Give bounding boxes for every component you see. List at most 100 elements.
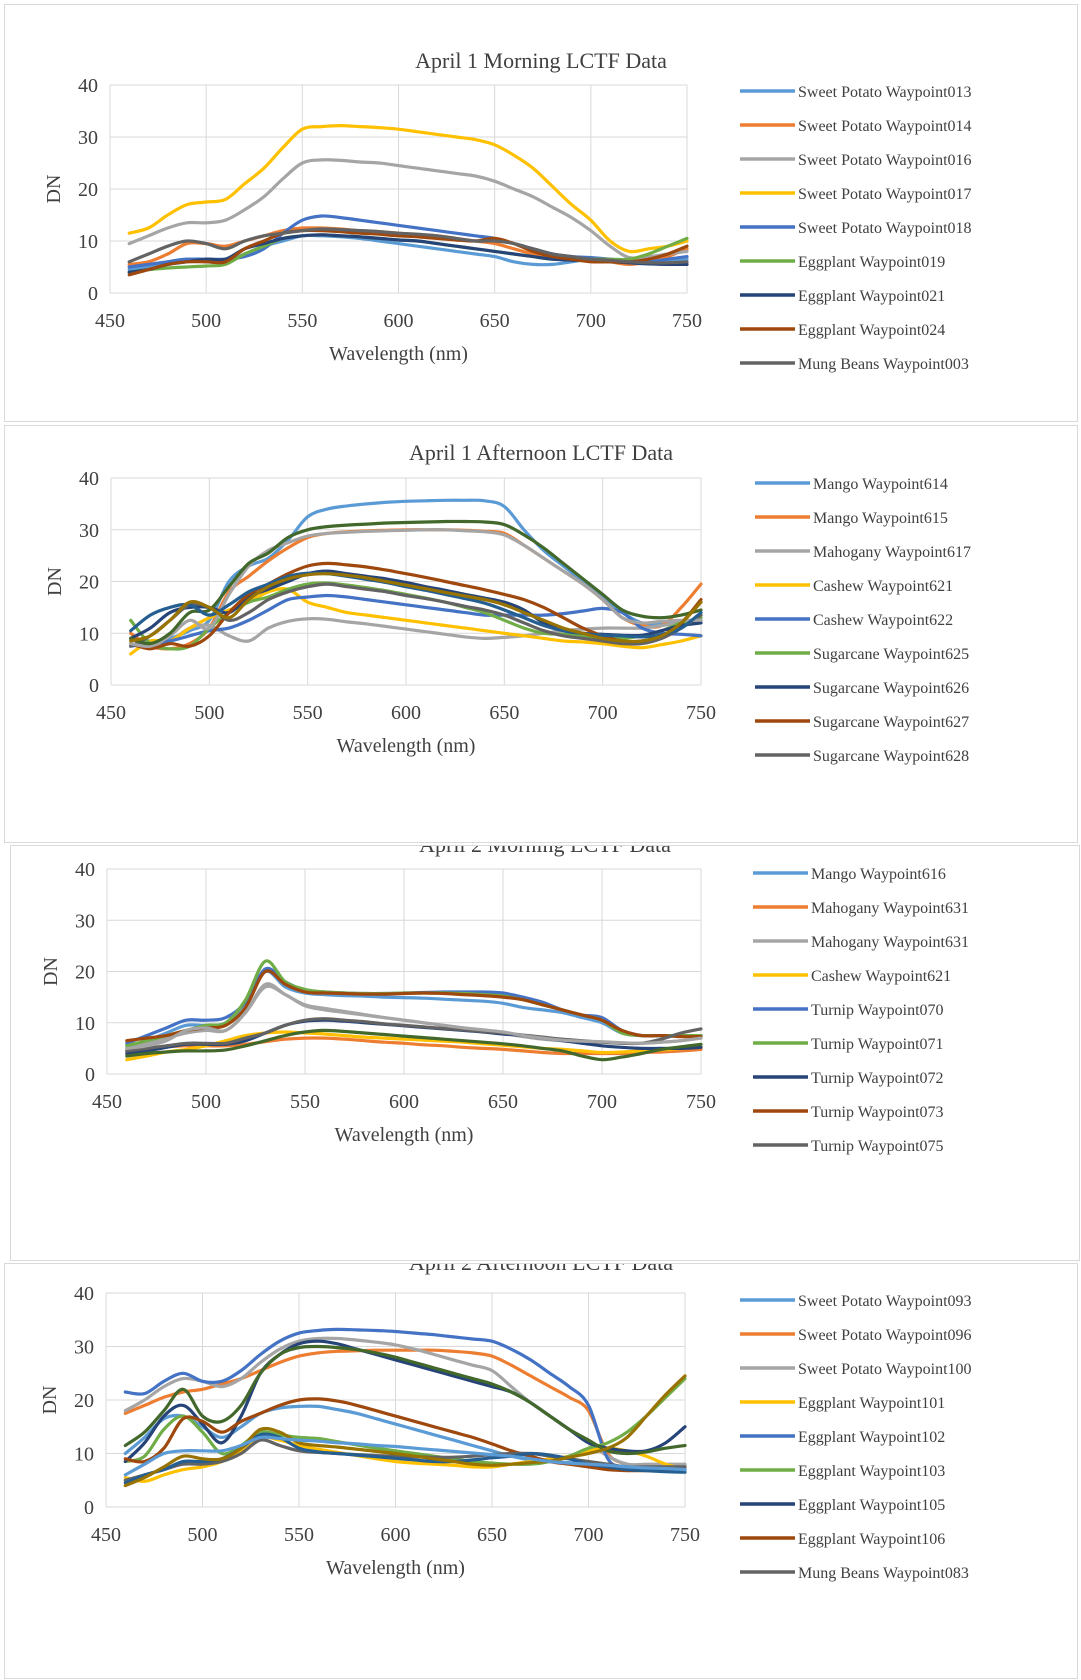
y-tick-label: 40 — [75, 859, 95, 881]
y-tick-label: 20 — [74, 1390, 94, 1412]
legend-label: Mango Waypoint615 — [813, 510, 948, 527]
series-line — [125, 959, 703, 1048]
legend-label: Sweet Potato Waypoint100 — [798, 1361, 972, 1378]
series-line — [125, 982, 703, 1050]
x-tick-label: 650 — [489, 702, 519, 724]
x-tick-label: 650 — [480, 310, 510, 332]
y-tick-label: 30 — [75, 910, 95, 932]
x-axis-label: Wavelength (nm) — [335, 1124, 474, 1146]
legend-label: Eggplant Waypoint106 — [798, 1531, 945, 1548]
x-tick-label: 550 — [293, 702, 323, 724]
x-tick-label: 600 — [381, 1524, 411, 1546]
x-tick-label: 500 — [191, 310, 221, 332]
x-axis-label: Wavelength (nm) — [326, 1557, 465, 1579]
legend-label: Mung Beans Waypoint003 — [798, 356, 969, 373]
legend-label: Cashew Waypoint622 — [813, 612, 953, 629]
legend-label: Sugarcane Waypoint627 — [813, 714, 969, 731]
series-line — [129, 593, 703, 648]
y-tick-label: 30 — [78, 127, 98, 149]
x-tick-label: 750 — [686, 702, 716, 724]
legend-label: Sweet Potato Waypoint016 — [798, 152, 972, 169]
legend-label: Turnip Waypoint070 — [811, 1002, 944, 1019]
legend-label: Mango Waypoint616 — [811, 866, 946, 883]
x-tick-label: 450 — [96, 702, 126, 724]
series-line — [123, 1374, 687, 1488]
y-tick-label: 0 — [85, 1064, 95, 1086]
y-axis-label: DN — [39, 1386, 61, 1415]
y-tick-label: 10 — [74, 1444, 94, 1466]
x-tick-label: 550 — [287, 310, 317, 332]
x-tick-label: 650 — [477, 1524, 507, 1546]
chart-title: April 1 Afternoon LCTF Data — [409, 440, 673, 465]
chart-title: April 2 Morning LCTF Data — [419, 846, 671, 857]
legend-label: Mango Waypoint614 — [813, 476, 948, 493]
line-chart: April 1 Afternoon LCTF Data 0 10 20 30 40 450 5… — [44, 440, 971, 765]
y-tick-label: 0 — [84, 1497, 94, 1519]
y-tick-label: 10 — [78, 231, 98, 253]
legend-label: Mahogany Waypoint631 — [811, 934, 969, 951]
x-tick-label: 600 — [391, 702, 421, 724]
y-tick-label: 40 — [74, 1283, 94, 1305]
legend-label: Mahogany Waypoint631 — [811, 900, 969, 917]
y-tick-label: 0 — [88, 283, 98, 305]
y-tick-label: 20 — [75, 962, 95, 984]
x-tick-label: 750 — [672, 310, 702, 332]
y-tick-label: 0 — [89, 675, 99, 697]
series-line — [123, 1348, 687, 1469]
x-tick-label: 750 — [670, 1524, 700, 1546]
series-line — [129, 617, 703, 646]
series-line — [123, 1327, 687, 1472]
chart-panel-april1-afternoon: April 1 Afternoon LCTF Data 0 10 20 30 40 450 5… — [4, 425, 1078, 843]
legend-label: Cashew Waypoint621 — [813, 578, 953, 595]
y-tick-label: 10 — [75, 1013, 95, 1035]
x-axis-label: Wavelength (nm) — [337, 735, 476, 757]
x-tick-label: 450 — [95, 310, 125, 332]
x-tick-label: 700 — [587, 1091, 617, 1113]
series-line — [125, 969, 703, 1043]
x-tick-label: 700 — [588, 702, 618, 724]
series-line — [129, 587, 703, 656]
x-tick-label: 600 — [389, 1091, 419, 1113]
series-line — [127, 228, 689, 277]
x-tick-label: 550 — [284, 1524, 314, 1546]
legend-label: Turnip Waypoint073 — [811, 1104, 944, 1121]
chart-title: April 1 Morning LCTF Data — [415, 48, 667, 73]
x-tick-label: 450 — [91, 1524, 121, 1546]
series-line — [129, 498, 703, 643]
y-tick-label: 30 — [79, 520, 99, 542]
y-tick-label: 20 — [79, 572, 99, 594]
chart-panel-april1-morning: April 1 Morning LCTF Data 0 10 20 30 40 450 500… — [4, 4, 1078, 422]
x-axis-label: Wavelength (nm) — [329, 343, 468, 365]
x-tick-label: 450 — [92, 1091, 122, 1113]
y-tick-label: 40 — [78, 75, 98, 97]
line-chart: April 1 Morning LCTF Data 0 10 20 30 40 450 500… — [43, 48, 972, 373]
legend-label: Sugarcane Waypoint625 — [813, 646, 969, 663]
series-line — [123, 1377, 687, 1467]
x-tick-label: 600 — [384, 310, 414, 332]
x-tick-label: 500 — [194, 702, 224, 724]
legend-label: Eggplant Waypoint105 — [798, 1497, 945, 1514]
legend-label: Sweet Potato Waypoint093 — [798, 1293, 972, 1310]
chart-panel-april2-morning: April 2 Morning LCTF Data 0 10 20 30 40 450 500… — [10, 845, 1080, 1261]
legend-label: Sweet Potato Waypoint096 — [798, 1327, 972, 1344]
series-line — [129, 582, 703, 648]
legend-label: Eggplant Waypoint103 — [798, 1463, 945, 1480]
legend-label: Eggplant Waypoint024 — [798, 322, 945, 339]
legend-label: Turnip Waypoint072 — [811, 1070, 944, 1087]
legend-label: Mung Beans Waypoint083 — [798, 1565, 969, 1582]
chart-panel-april2-afternoon: April 2 Afternoon LCTF Data 0 10 20 30 40 450 5… — [4, 1263, 1078, 1679]
legend-label: Eggplant Waypoint101 — [798, 1395, 945, 1412]
series-line — [123, 1397, 687, 1473]
legend-label: Turnip Waypoint071 — [811, 1036, 944, 1053]
x-tick-label: 750 — [686, 1091, 716, 1113]
x-tick-label: 550 — [290, 1091, 320, 1113]
legend-label: Sugarcane Waypoint626 — [813, 680, 969, 697]
legend-label: Eggplant Waypoint019 — [798, 254, 945, 271]
legend-label: Sweet Potato Waypoint013 — [798, 84, 972, 101]
legend-label: Sweet Potato Waypoint014 — [798, 118, 972, 135]
series-line — [127, 158, 689, 260]
series-line — [129, 528, 703, 649]
line-chart: April 2 Morning LCTF Data 0 10 20 30 40 450 500… — [40, 846, 969, 1155]
y-tick-label: 40 — [79, 468, 99, 490]
legend-label: Mahogany Waypoint617 — [813, 544, 971, 561]
